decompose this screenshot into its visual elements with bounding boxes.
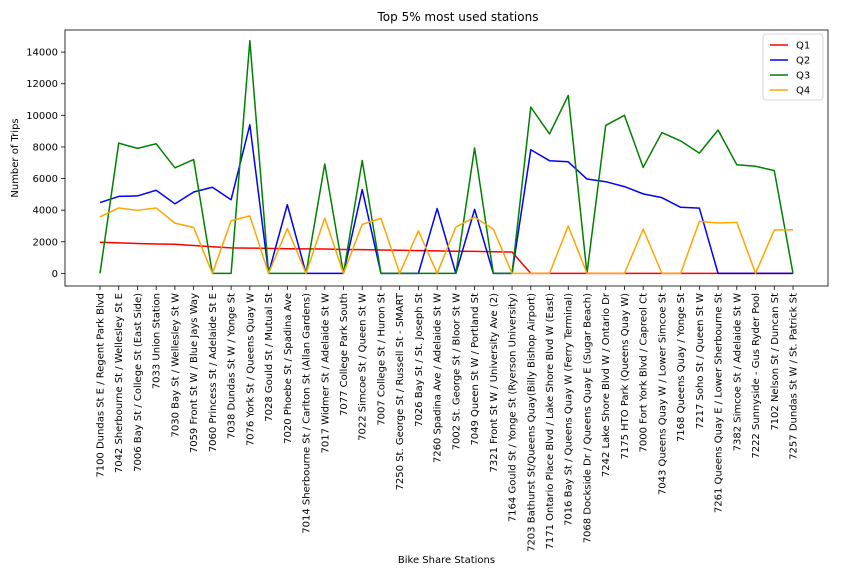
x-tick-label: 7007 College St / Huron St [376, 293, 387, 426]
x-tick-label: 7100 Dundas St E / Regent Park Blvd [96, 293, 107, 478]
x-axis: 7100 Dundas St E / Regent Park Blvd 7042 … [96, 286, 800, 552]
x-tick-label: 7382 Simcoe St / Adelaide St W [732, 293, 743, 451]
x-tick-label: 7260 Spadina Ave / Adelaide St W [433, 293, 444, 463]
x-tick-label: 7175 HTO Park (Queens Quay W) [620, 293, 631, 460]
x-tick-label: 7217 Soho St / Queen St W [695, 293, 706, 429]
x-tick-label: 7261 Queens Quay E / Lower Sherbourne St [714, 293, 725, 513]
y-tick-label: 2000 [33, 237, 58, 248]
x-tick-label: 7020 Phoebe St / Spadina Ave [283, 293, 294, 444]
y-tick-label: 4000 [33, 206, 58, 217]
x-tick-label: 7076 York St / Queens Quay W [245, 293, 256, 446]
y-tick-label: 6000 [33, 174, 58, 185]
x-tick-label: 7222 Sunnyside - Gus Ryder Pool [751, 293, 762, 459]
x-tick-label: 7059 Front St W / Blue Jays Way [189, 293, 200, 453]
x-tick-label: 7049 Queen St W / Portland St [470, 293, 481, 446]
x-tick-label: 7016 Bay St / Queens Quay W (Ferry Termi… [564, 293, 575, 526]
x-tick-label: 7017 Widmer St / Adelaide St W [320, 293, 331, 454]
x-tick-label: 7068 Dockside Dr / Queens Quay E (Sugar … [582, 293, 593, 543]
chart-title: Top 5% most used stations [377, 10, 539, 24]
x-tick-label: 7257 Dundas St W / St. Patrick St [789, 293, 800, 460]
x-tick-label: 7000 Fort York Blvd / Capreol Ct [639, 293, 650, 453]
legend: Q1 Q2 Q3 Q4 [762, 33, 824, 101]
x-tick-label: 7203 Bathurst St/Queens Quay(Billy Bisho… [526, 293, 537, 552]
legend-box [762, 33, 824, 101]
y-tick-label: 8000 [33, 142, 58, 153]
x-tick-label: 7028 Gould St / Mutual St [264, 293, 275, 422]
plot-area [99, 40, 794, 275]
series-line-q3 [99, 40, 794, 275]
plot-frame [64, 29, 829, 287]
legend-label: Q2 [796, 56, 810, 67]
x-tick-label: 7038 Dundas St W / Yonge St [227, 293, 238, 439]
legend-label: Q3 [796, 71, 810, 82]
x-tick-label: 7030 Bay St / Wellesley St W [170, 293, 181, 438]
y-tick-label: 12000 [26, 79, 58, 90]
x-tick-label: 7002 St. George St / Bloor St W [451, 293, 462, 450]
x-tick-label: 7250 St. George St / Russell St - SMART [395, 292, 406, 490]
x-tick-label: 7164 Gould St / Yonge St (Ryerson Univer… [508, 293, 519, 522]
x-tick-label: 7242 Lake Shore Blvd W / Ontario Dr [601, 292, 612, 477]
y-tick-label: 10000 [26, 111, 58, 122]
y-axis-label: Number of Trips [10, 118, 21, 197]
series-line-q2 [99, 124, 793, 275]
x-tick-label: 7014 Sherbourne St / Carlton St (Allan G… [302, 293, 313, 534]
x-tick-label: 7060 Princess St / Adelaide St E [208, 293, 219, 452]
y-tick-label: 0 [52, 269, 58, 280]
x-tick-label: 7077 College Park South [339, 293, 350, 416]
series-line-q1 [99, 241, 793, 275]
x-tick-label: 7006 Bay St / College St (East Side) [133, 293, 144, 472]
x-tick-label: 7033 Union Station [152, 293, 163, 389]
x-tick-label: 7022 Simcoe St / Queen St W [358, 293, 369, 441]
series-line-q4 [99, 207, 794, 275]
x-tick-label: 7026 Bay St / St. Joseph St [414, 293, 425, 427]
x-tick-label: 7168 Queens Quay / Yonge St [676, 293, 687, 442]
x-tick-label: 7171 Ontario Place Blvd / Lake Shore Blv… [545, 293, 556, 550]
x-axis-label: Bike Share Stations [398, 555, 495, 566]
x-tick-label: 7042 Sherbourne St / Wellesley St E [114, 293, 125, 473]
y-tick-label: 14000 [26, 48, 58, 59]
legend-label: Q1 [796, 41, 810, 52]
y-axis: 0 2000 4000 6000 8000 10000 12000 14000 [26, 48, 65, 280]
x-tick-label: 7102 Nelson St / Duncan St [770, 293, 781, 431]
x-tick-label: 7321 Front St W / University Ave (2) [489, 293, 500, 473]
legend-label: Q4 [796, 86, 810, 97]
x-tick-label: 7043 Queens Quay W / Lower Simcoe St [657, 293, 668, 495]
